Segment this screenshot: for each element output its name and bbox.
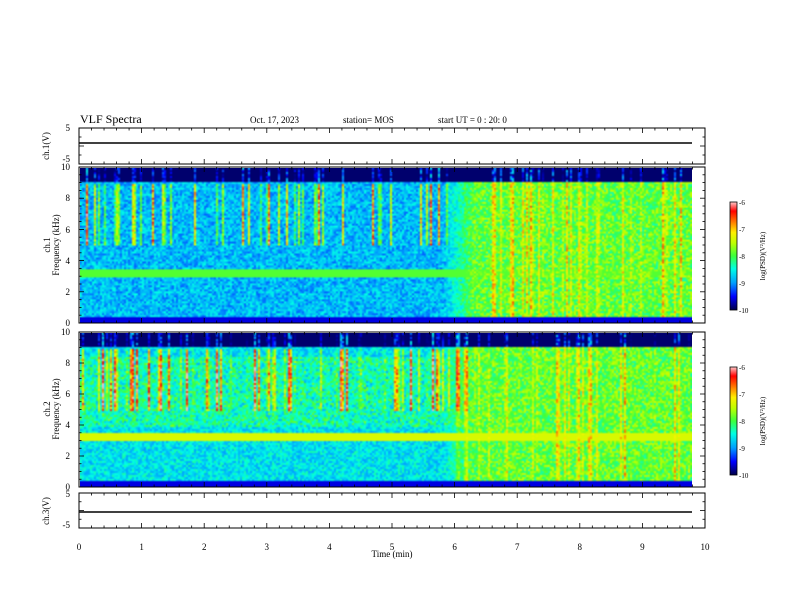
ch1-colorbar-gradient: [730, 202, 737, 310]
ch2-colorbar-label: log(PSD)(V²/Hz): [759, 396, 767, 445]
xtick-label-2: 2: [202, 542, 207, 552]
ch2-cbar-tick-m9: -9: [739, 445, 745, 453]
ch2-cbar-tick-m7: -7: [739, 391, 745, 399]
ch1-ytick-0: 0: [66, 318, 71, 328]
ch2-cbar-tick-m6: -6: [739, 364, 745, 372]
ch1-colorbar: -6 -7 -8 -9 -10 log(PSD)(V²/Hz): [729, 199, 767, 315]
ch1-ytick-8: 8: [66, 193, 71, 203]
ch2-spectrogram-panel: ch.2 Frequency (kHz): [42, 331, 706, 488]
ch2-colorbar: -6 -7 -8 -9 -10 log(PSD)(V²/Hz): [729, 364, 767, 480]
ch2-spectrogram: [80, 333, 692, 487]
ch2-ytick-6: 6: [66, 389, 71, 399]
ch3-ytick-top: 5: [66, 489, 71, 499]
ch1-ytick-6: 6: [66, 225, 71, 235]
ch2-frequency-axis-label: Frequency (kHz): [51, 378, 61, 439]
ch1-ytick-2: 2: [66, 287, 71, 297]
ch1-colorbar-label: log(PSD)(V²/Hz): [759, 231, 767, 280]
ch3-waveform-panel: 5 -5 ch.3(V): [41, 489, 706, 530]
ch1-cbar-tick-m8: -8: [739, 253, 745, 261]
xtick-label-4: 4: [327, 542, 332, 552]
xtick-label-10: 10: [701, 542, 711, 552]
ch2-ytick-0: 0: [66, 482, 71, 492]
axis-tick-marks: [78, 127, 706, 529]
ch1-waveform-panel: 5 -5 ch.1(V): [41, 123, 706, 165]
xtick-label-9: 9: [640, 542, 645, 552]
ch2-ytick-8: 8: [66, 358, 71, 368]
ch3-ytick-bottom: -5: [63, 520, 71, 530]
ch1-cbar-tick-m7: -7: [739, 226, 745, 234]
figure-title: VLF Spectra: [80, 112, 142, 126]
date-label: Oct. 17, 2023: [250, 115, 299, 125]
ch2-ytick-4: 4: [66, 420, 71, 430]
ch1-cbar-tick-m10: -10: [739, 307, 749, 315]
xtick-label-7: 7: [515, 542, 520, 552]
ch2-cbar-tick-m8: -8: [739, 418, 745, 426]
ch1-ytick-10: 10: [61, 162, 71, 172]
start-time-label: start UT = 0 : 20: 0: [438, 115, 507, 125]
xtick-label-0: 0: [77, 542, 82, 552]
ch3-waveform-ylabel: ch.3(V): [41, 497, 51, 525]
ch1-cbar-tick-m6: -6: [739, 199, 745, 207]
ch1-ytick-top: 5: [66, 123, 71, 133]
ch1-spectrogram-ylabel: ch.1: [42, 237, 52, 252]
ch1-frequency-axis-label: Frequency (kHz): [51, 214, 61, 275]
xtick-label-5: 5: [390, 542, 395, 552]
ch1-cbar-tick-m9: -9: [739, 280, 745, 288]
time-axis-label: Time (min): [372, 549, 413, 559]
ch1-ytick-bottom: -5: [63, 154, 71, 164]
ch2-spectrogram-ylabel: ch.2: [42, 401, 52, 416]
xtick-label-1: 1: [139, 542, 144, 552]
station-label: station= MOS: [343, 115, 394, 125]
ch2-cbar-tick-m10: -10: [739, 472, 749, 480]
ch1-spectrogram: [80, 168, 692, 323]
xtick-label-3: 3: [265, 542, 270, 552]
ch1-ytick-4: 4: [66, 256, 71, 266]
time-axis-tick-labels: 0 1 2 3 4 5 6 7 8 9 10: [77, 542, 710, 552]
ch2-ytick-2: 2: [66, 451, 71, 461]
ch2-colorbar-gradient: [730, 367, 737, 475]
ch1-waveform-ylabel: ch.1(V): [41, 132, 51, 160]
xtick-label-6: 6: [452, 542, 457, 552]
xtick-label-8: 8: [578, 542, 583, 552]
ch1-spectrogram-panel: ch.1 Frequency (kHz): [42, 166, 706, 324]
ch2-ytick-10: 10: [61, 327, 71, 337]
